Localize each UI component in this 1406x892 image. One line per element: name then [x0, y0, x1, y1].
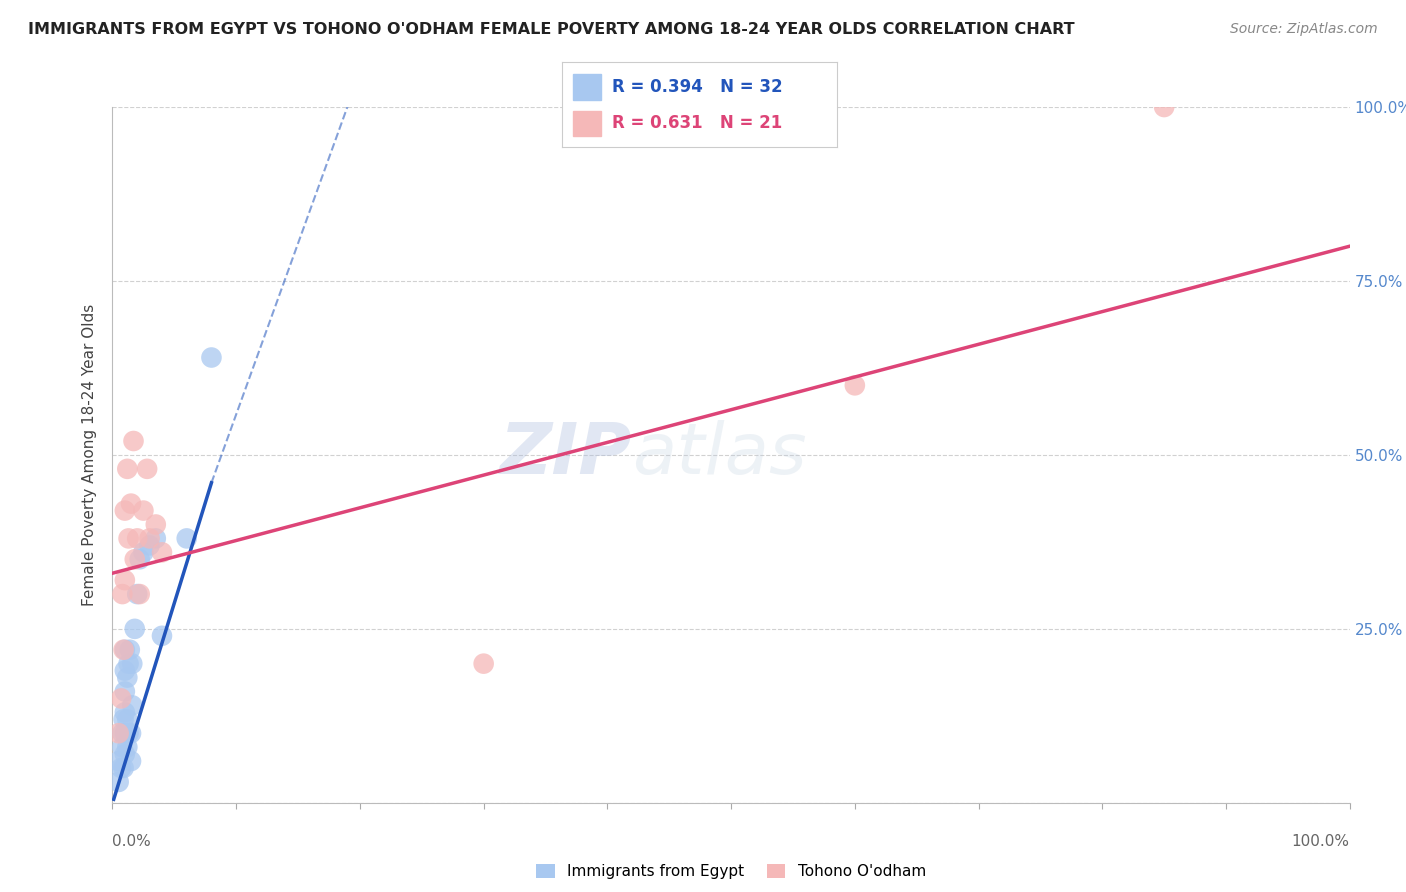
Point [111, 587, 134, 601]
Point [127, 532, 149, 546]
Point [121, 698, 143, 713]
Point [472, 657, 495, 671]
Text: R = 0.394   N = 32: R = 0.394 N = 32 [612, 78, 782, 96]
Point [117, 740, 139, 755]
Point [120, 726, 142, 740]
Point [176, 532, 198, 546]
Point [117, 671, 139, 685]
Point [150, 629, 173, 643]
Point [110, 761, 132, 775]
Point [114, 503, 136, 517]
Point [107, 754, 129, 768]
Text: ZIP: ZIP [501, 420, 633, 490]
Bar [574, 111, 600, 136]
Point [200, 351, 222, 365]
Point [145, 517, 167, 532]
Point [128, 587, 150, 601]
Point [120, 497, 142, 511]
Point [112, 712, 135, 726]
Point [844, 378, 866, 392]
Point [114, 726, 136, 740]
Point [114, 706, 136, 720]
Text: R = 0.631   N = 21: R = 0.631 N = 21 [612, 114, 782, 132]
Point [117, 657, 139, 671]
Point [150, 545, 173, 559]
Point [120, 754, 142, 768]
Text: 100.0%: 100.0% [1292, 834, 1350, 849]
Point [132, 545, 155, 559]
Legend: Immigrants from Egypt, Tohono O'odham: Immigrants from Egypt, Tohono O'odham [530, 858, 932, 886]
Bar [574, 74, 600, 100]
Y-axis label: Female Poverty Among 18-24 Year Olds: Female Poverty Among 18-24 Year Olds [82, 304, 97, 606]
Point [114, 684, 136, 698]
Point [124, 622, 146, 636]
Point [124, 552, 146, 566]
Point [114, 642, 136, 657]
Point [117, 532, 139, 546]
Text: Source: ZipAtlas.com: Source: ZipAtlas.com [1230, 22, 1378, 37]
Point [127, 587, 149, 601]
Point [121, 657, 143, 671]
Point [132, 503, 155, 517]
Point [114, 573, 136, 587]
Point [117, 726, 139, 740]
Point [114, 664, 136, 678]
Point [112, 642, 135, 657]
Text: 0.0%: 0.0% [112, 834, 152, 849]
Text: IMMIGRANTS FROM EGYPT VS TOHONO O'ODHAM FEMALE POVERTY AMONG 18-24 YEAR OLDS COR: IMMIGRANTS FROM EGYPT VS TOHONO O'ODHAM … [28, 22, 1074, 37]
Point [111, 726, 134, 740]
Point [110, 691, 132, 706]
Point [122, 434, 145, 448]
Point [112, 761, 135, 775]
Point [1153, 100, 1175, 114]
Point [117, 712, 139, 726]
Point [136, 462, 159, 476]
Point [107, 775, 129, 789]
Point [118, 642, 141, 657]
Text: atlas: atlas [633, 420, 807, 490]
Point [145, 532, 167, 546]
Point [138, 538, 160, 552]
Point [111, 740, 134, 755]
Point [117, 462, 139, 476]
Point [138, 532, 160, 546]
Point [128, 552, 150, 566]
Point [107, 726, 129, 740]
Point [114, 747, 136, 761]
